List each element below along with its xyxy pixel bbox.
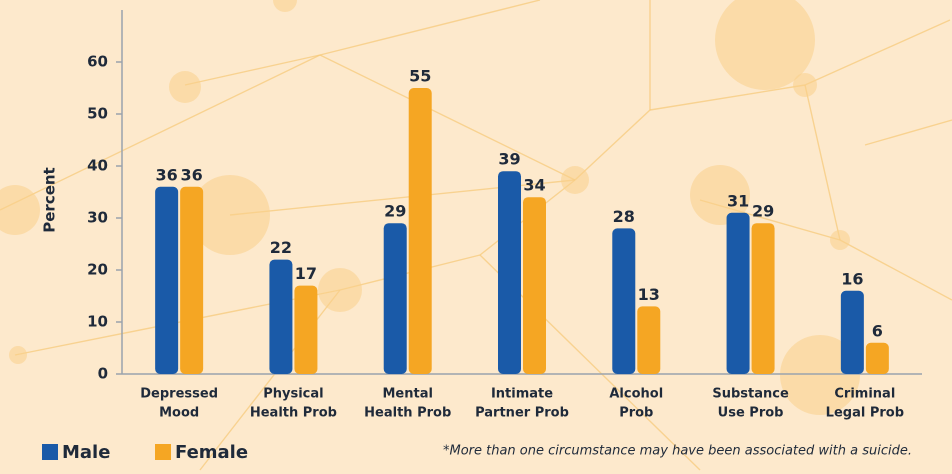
value-label: 6: [872, 321, 883, 340]
y-tick-label: 60: [87, 53, 108, 71]
value-label: 34: [523, 176, 545, 195]
value-label: 16: [841, 269, 863, 288]
x-tick-label: Intimate: [491, 387, 553, 402]
value-label: 36: [156, 165, 178, 184]
x-tick-label: Partner Prob: [475, 406, 569, 421]
legend-label: Male: [62, 442, 110, 463]
legend-label: Female: [175, 442, 248, 463]
y-tick-label: 30: [87, 209, 108, 227]
footnote: *More than one circumstance may have bee…: [443, 444, 912, 459]
bar: [637, 306, 661, 374]
y-tick-label: 20: [87, 261, 108, 279]
x-tick-label: Prob: [619, 406, 653, 421]
bar: [840, 290, 864, 374]
y-tick-label: 0: [98, 365, 108, 383]
x-tick-label: Physical: [263, 387, 323, 402]
bar: [498, 171, 521, 374]
bar: [180, 186, 204, 374]
legend-swatch: [42, 444, 58, 460]
value-label: 22: [270, 238, 292, 257]
x-tick-label: Criminal: [834, 387, 895, 402]
legend-swatch: [155, 444, 171, 460]
value-label: 17: [295, 264, 317, 283]
value-label: 28: [613, 207, 635, 226]
value-label: 55: [409, 67, 431, 86]
value-label: 36: [181, 165, 203, 184]
x-tick-label: Health Prob: [364, 406, 451, 421]
y-tick-label: 10: [87, 313, 108, 331]
x-tick-label: Alcohol: [609, 387, 663, 402]
bar: [726, 212, 750, 374]
x-tick-label: Legal Prob: [826, 406, 904, 421]
x-tick-label: Mental: [382, 387, 432, 402]
x-tick-label: Substance: [712, 387, 789, 402]
x-tick-label: Use Prob: [718, 406, 784, 421]
x-tick-label: Health Prob: [250, 406, 337, 421]
bar: [383, 223, 407, 374]
y-axis-label: Percent: [41, 167, 59, 232]
value-label: 29: [752, 202, 774, 221]
y-tick-label: 40: [87, 157, 108, 175]
x-tick-label: Depressed: [140, 387, 218, 402]
value-label: 13: [638, 285, 660, 304]
bar: [155, 186, 179, 374]
x-tick-label: Mood: [159, 406, 199, 421]
bar: [612, 228, 636, 374]
y-tick-label: 50: [87, 105, 108, 123]
bar: [523, 197, 546, 374]
value-label: 29: [384, 202, 406, 221]
value-label: 31: [727, 191, 749, 210]
bar: [751, 223, 775, 374]
value-label: 39: [498, 150, 520, 169]
bar: [408, 88, 432, 374]
bar: [294, 285, 318, 374]
bar: [865, 342, 889, 374]
bar: [269, 259, 293, 374]
